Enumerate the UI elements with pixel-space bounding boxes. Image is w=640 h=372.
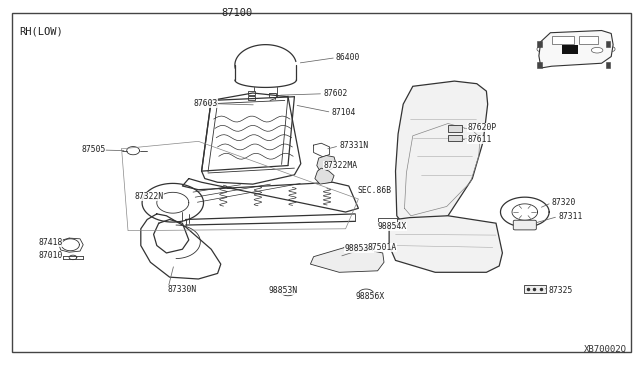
Polygon shape [396,81,488,227]
Bar [605,41,611,47]
Bar [605,62,611,68]
Text: 87611: 87611 [467,135,492,144]
Bar [524,285,546,293]
Text: 87330N: 87330N [168,285,197,294]
Text: 87505: 87505 [82,145,106,154]
Text: RH(LOW): RH(LOW) [19,27,63,36]
Polygon shape [317,155,336,171]
Bar [378,218,397,225]
Polygon shape [539,31,613,68]
Polygon shape [310,246,384,272]
Text: 98854X: 98854X [378,222,407,231]
Bar [552,36,574,44]
Text: 87602: 87602 [323,89,348,98]
Text: 87311: 87311 [558,212,582,221]
Text: 98856X: 98856X [355,292,385,301]
Text: 87104: 87104 [332,108,356,117]
Text: 87100: 87100 [221,8,252,18]
Text: 87325: 87325 [548,286,573,295]
FancyBboxPatch shape [513,220,536,230]
Bar [248,96,255,100]
Text: 98853N: 98853N [269,286,298,295]
Text: 87331N: 87331N [339,141,369,150]
Text: 87320: 87320 [552,198,576,207]
Text: 87501A: 87501A [368,243,397,252]
Text: SEC.86B: SEC.86B [357,186,391,195]
Text: 87010: 87010 [38,251,63,260]
Bar [448,125,462,132]
Text: 98853M: 98853M [344,244,374,253]
Text: 87322N: 87322N [134,192,164,201]
Polygon shape [315,168,334,184]
Bar [538,62,541,68]
Text: 86400: 86400 [336,53,360,62]
Text: 87322MA: 87322MA [323,161,357,170]
Bar [579,36,598,44]
Polygon shape [389,216,502,272]
Text: 87603: 87603 [193,99,218,108]
Bar [269,93,276,97]
Text: XB70002Q: XB70002Q [584,345,627,354]
Bar [248,91,255,95]
Ellipse shape [591,47,603,53]
Bar [562,45,578,54]
Text: 87620P: 87620P [467,123,497,132]
Bar [538,41,541,47]
Text: 87418: 87418 [38,238,63,247]
Bar [448,135,462,141]
